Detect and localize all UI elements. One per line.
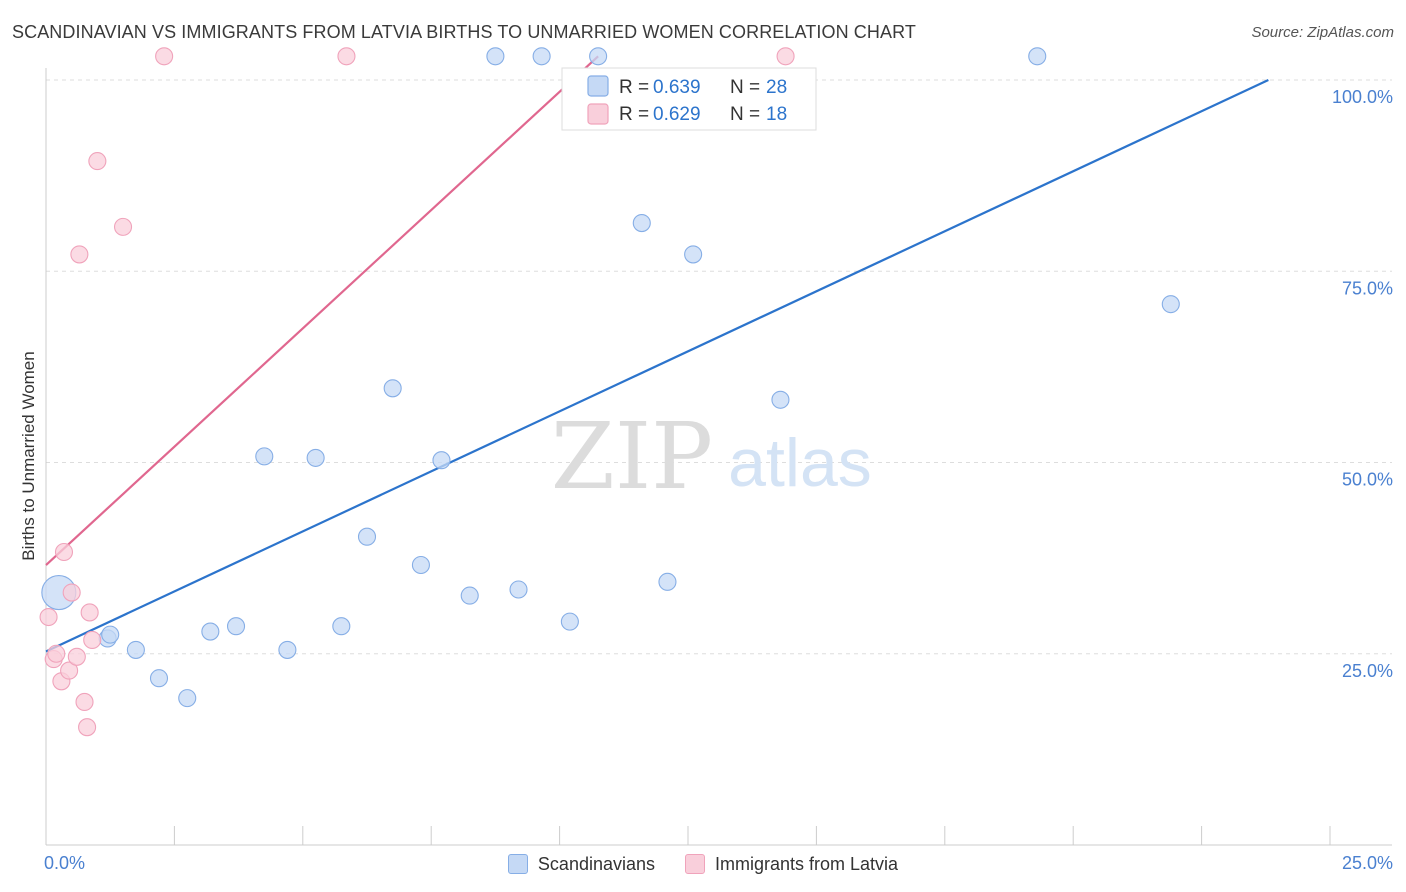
point-pink-11 <box>80 603 99 622</box>
watermark-zip: ZIP <box>551 403 713 510</box>
point-blue-3 <box>149 669 169 688</box>
stats-n-value-1: 28 <box>766 77 787 98</box>
stats-swatch-pink <box>587 103 609 125</box>
y-axis-label: Births to Unmarried Women <box>19 351 38 560</box>
point-pink-5 <box>60 661 79 680</box>
point-pink-15 <box>155 47 174 66</box>
point-blue-11 <box>357 527 377 546</box>
y-tick-label-1: 50.0% <box>1342 470 1393 490</box>
point-blue-7 <box>255 447 274 466</box>
tick-labels: 25.0% 50.0% 75.0% 100.0% 0.0% 25.0% <box>44 87 1393 873</box>
point-pink-9 <box>75 692 94 711</box>
point-blue-24 <box>771 390 790 409</box>
legend-label-latvia: Immigrants from Latvia <box>715 853 899 874</box>
legend-swatch-pink <box>685 854 706 874</box>
point-blue-27 <box>101 625 120 644</box>
x-tick-label-0: 0.0% <box>44 853 85 873</box>
point-pink-13 <box>88 152 107 171</box>
trend-line-blue <box>45 79 1269 653</box>
point-pink-8 <box>70 245 89 264</box>
y-tick-label-2: 75.0% <box>1342 278 1393 298</box>
point-blue-9 <box>306 448 325 467</box>
stats-n-label-2: N = <box>730 104 760 125</box>
axes <box>45 68 1392 846</box>
data-points <box>39 47 1180 737</box>
point-pink-2 <box>47 644 66 663</box>
point-pink-14 <box>113 217 133 236</box>
gridlines <box>46 79 1392 655</box>
stats-swatch-blue <box>587 75 609 97</box>
point-blue-21 <box>632 214 651 233</box>
watermark: ZIP atlas <box>551 403 872 510</box>
stats-legend: R = 0.639 N = 28 R = 0.629 N = 18 <box>561 67 817 131</box>
trend-lines <box>45 55 1269 653</box>
point-blue-19 <box>560 612 579 631</box>
point-blue-18 <box>532 47 551 66</box>
point-pink-0 <box>39 607 58 627</box>
trend-line-pink <box>45 55 599 566</box>
y-tick-label-0: 25.0% <box>1342 661 1393 681</box>
point-blue-12 <box>383 379 402 398</box>
point-blue-2 <box>126 640 145 659</box>
point-pink-10 <box>78 718 97 737</box>
point-blue-20 <box>589 47 608 66</box>
watermark-atlas: atlas <box>728 425 872 501</box>
point-pink-7 <box>67 647 86 666</box>
point-blue-10 <box>332 617 351 636</box>
series-legend: Scandinavians Immigrants from Latvia <box>0 851 1406 877</box>
legend-swatch-blue <box>507 854 528 874</box>
point-pink-17 <box>776 47 795 66</box>
legend-item-latvia[interactable]: Immigrants from Latvia <box>685 854 898 875</box>
point-blue-6 <box>226 617 246 636</box>
y-tick-label-3: 100.0% <box>1332 87 1393 107</box>
point-blue-8 <box>278 640 297 659</box>
point-blue-26 <box>1161 295 1180 314</box>
legend-label-scandinavians: Scandinavians <box>537 853 656 874</box>
point-blue-13 <box>411 555 430 575</box>
point-pink-6 <box>62 583 81 602</box>
chart-title: SCANDINAVIAN VS IMMIGRANTS FROM LATVIA B… <box>12 22 916 42</box>
point-blue-22 <box>658 572 677 591</box>
stats-r-label-2: R = <box>619 104 649 125</box>
stats-r-label-1: R = <box>619 77 649 98</box>
stats-n-value-2: 18 <box>766 104 787 125</box>
point-blue-16 <box>486 47 505 66</box>
point-blue-23 <box>684 245 703 264</box>
stats-n-label-1: N = <box>730 77 760 98</box>
point-blue-14 <box>432 451 451 470</box>
point-pink-4 <box>54 542 74 562</box>
point-pink-12 <box>83 630 102 650</box>
point-blue-17 <box>509 580 528 599</box>
stats-r-value-2: 0.629 <box>653 104 701 125</box>
point-blue-5 <box>201 622 220 641</box>
point-blue-4 <box>178 689 197 708</box>
point-blue-15 <box>460 586 479 605</box>
point-blue-25 <box>1028 47 1047 66</box>
x-tick-label-1: 25.0% <box>1342 853 1393 873</box>
source-label: Source: ZipAtlas.com <box>1251 24 1394 41</box>
point-pink-16 <box>337 47 356 66</box>
legend-item-scandinavians[interactable]: Scandinavians <box>507 853 656 875</box>
stats-r-value-1: 0.639 <box>653 77 701 98</box>
